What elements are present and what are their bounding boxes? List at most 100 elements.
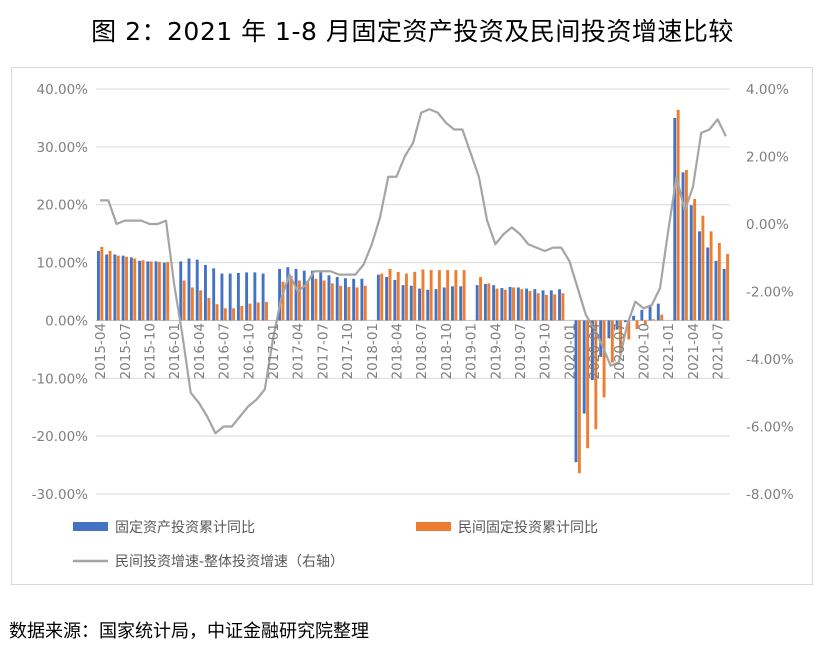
bar-fai <box>574 320 578 463</box>
y-left-tick-label: 0.00% <box>45 313 88 329</box>
x-tick-label: 2015-07 <box>118 323 134 379</box>
bar-private <box>635 320 639 330</box>
bar-private <box>676 109 680 321</box>
bar-private <box>322 280 326 321</box>
bar-private <box>577 320 581 474</box>
bar-private <box>347 286 351 321</box>
bar-private <box>693 198 697 321</box>
x-tick-label: 2017-07 <box>315 323 331 379</box>
bar-private <box>594 320 598 430</box>
bar-private <box>602 320 606 398</box>
y-left-tick-label: -20.00% <box>32 429 89 445</box>
bar-private <box>726 253 730 321</box>
bar-private <box>141 260 145 321</box>
grid-lines <box>96 88 730 495</box>
bar-fai <box>706 247 710 321</box>
bar-fai <box>335 277 339 321</box>
x-tick-label: 2016-07 <box>217 323 233 379</box>
x-tick-label: 2018-10 <box>439 323 455 379</box>
bar-private <box>446 270 450 321</box>
bar-fai <box>434 289 438 321</box>
x-tick-label: 2020-10 <box>637 323 653 379</box>
line-series <box>100 108 727 435</box>
bar-fai <box>508 286 512 321</box>
bar-private <box>380 273 384 321</box>
bar-fai <box>302 270 306 321</box>
bar-fai <box>121 255 125 321</box>
bar-private <box>199 290 203 321</box>
bar-private <box>265 301 268 321</box>
bar-fai <box>162 262 166 321</box>
x-tick-label: 2017-01 <box>266 323 282 379</box>
chart-frame: -30.00% -20.00% -10.00% 0.00% 10.00% 20.00% 30… <box>11 67 813 585</box>
bar-fai <box>459 286 463 321</box>
x-tick-label: 2019-01 <box>464 323 480 379</box>
legend-swatch-private <box>416 522 451 531</box>
y-left-tick-label: 10.00% <box>37 256 89 272</box>
bar-fai <box>294 268 298 321</box>
bar-private <box>429 270 433 321</box>
bar-fai <box>319 272 323 321</box>
bar-private <box>495 288 499 321</box>
bar-private <box>520 289 524 321</box>
bar-private <box>158 261 161 321</box>
bar-private <box>553 294 557 321</box>
bar-private <box>108 251 112 321</box>
bar-fai <box>442 287 446 321</box>
legend-swatch-fai <box>73 522 108 531</box>
bar-private <box>454 270 458 321</box>
bar-private <box>182 280 186 321</box>
bar-fai <box>179 261 183 321</box>
bar-fai <box>516 287 520 321</box>
x-axis-labels: 2015-04 2015-07 2015-10 2016-01 2016-04 2016-… <box>93 323 727 379</box>
x-tick-label: 2021-07 <box>711 323 727 379</box>
bar-fai <box>409 285 413 321</box>
legend-label-fai: 固定资产投资累计同比 <box>115 520 255 536</box>
bar-private <box>125 256 128 321</box>
bar-fai <box>327 275 331 321</box>
x-tick-label: 2019-07 <box>513 323 529 379</box>
bar-private <box>363 285 367 321</box>
bar-private <box>215 304 219 321</box>
x-tick-label: 2018-01 <box>365 323 381 379</box>
bar-fai <box>623 320 627 323</box>
bar-private <box>116 255 120 321</box>
bar-fai <box>607 320 611 339</box>
chart: -30.00% -20.00% -10.00% 0.00% 10.00% 20.00% 30… <box>32 82 794 570</box>
bar-fai <box>615 320 619 330</box>
bar-fai <box>129 257 133 321</box>
x-tick-label: 2015-04 <box>93 323 109 379</box>
legend-label-line: 民间投资增速-整体投资增速（右轴） <box>115 554 344 570</box>
bar-fai <box>385 277 389 321</box>
bar-private <box>512 287 515 321</box>
bar-fai <box>590 320 594 381</box>
bar-private <box>297 280 301 321</box>
bar-private <box>701 215 705 321</box>
bar-private <box>684 170 688 321</box>
bar-fai <box>245 272 249 321</box>
bar-fai <box>549 290 553 321</box>
bar-private <box>232 308 236 321</box>
bar-private <box>306 281 310 321</box>
y-left-tick-label: 30.00% <box>37 140 89 156</box>
bar-private <box>413 271 417 321</box>
bar-fai <box>311 270 314 321</box>
right-axis-labels: -8.00% -6.00% -4.00% -2.00% 0.00% 2.00% 4.00% <box>746 82 794 503</box>
bar-fai <box>154 261 158 321</box>
bar-fai <box>656 303 660 321</box>
source-note: 数据来源：国家统计局，中证金融研究院整理 <box>9 621 369 642</box>
x-tick-label: 2019-04 <box>488 323 504 379</box>
bar-private <box>133 258 137 321</box>
bar-fai <box>113 254 117 321</box>
bar-fai <box>187 258 191 321</box>
bar-fai <box>689 205 693 321</box>
bar-private <box>256 302 260 321</box>
x-tick-label: 2021-01 <box>661 323 677 379</box>
bar-fai <box>451 286 454 321</box>
bar-fai <box>228 273 232 321</box>
bar-fai <box>105 254 109 321</box>
bar-private <box>314 278 318 321</box>
y-right-tick-label: -2.00% <box>746 285 794 301</box>
bar-fai <box>483 283 487 321</box>
